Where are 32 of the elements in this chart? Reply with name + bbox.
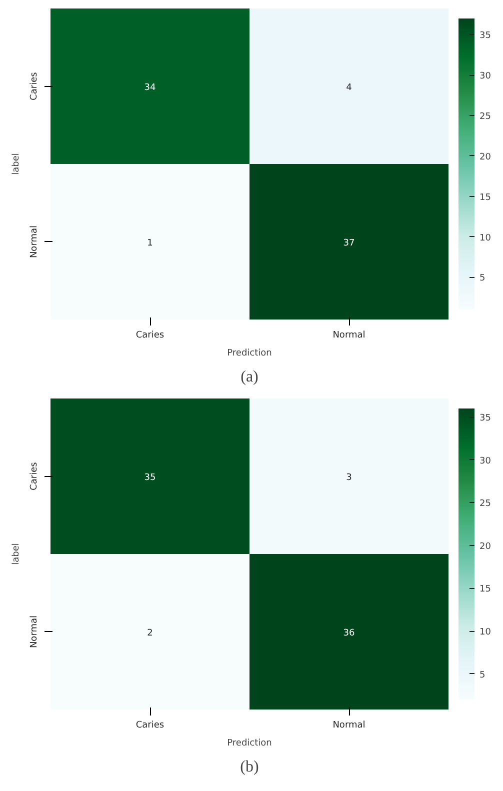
x-axis-title: Prediction [227,738,272,748]
y-tick-label: Caries [30,72,40,100]
color-bar-label: 25 [480,499,491,510]
color-bar-label: 25 [480,112,491,122]
color-bar-label: 5 [480,274,486,284]
x-axis-title: Prediction [227,348,272,358]
y-tick-label: Normal [30,615,40,648]
color-bar-label: 20 [480,152,492,162]
color-bar-label: 15 [480,584,491,595]
color-bar-label: 5 [480,670,486,680]
data-label: 35 [144,472,156,483]
text: (b) [240,758,259,776]
data-label: 2 [147,628,153,638]
y-axis-title: label [12,153,22,175]
color-bar-label: 30 [480,72,492,82]
y-tick-label: Caries [30,462,40,490]
color-bar-label: 35 [480,414,491,424]
data-label: 36 [343,628,355,638]
color-bar-label: 20 [480,542,492,552]
data-label: 3 [346,472,352,483]
color-bar-label: 10 [480,628,492,638]
data-label: 1 [147,238,153,248]
data-label: 4 [346,82,352,93]
color-bar-label: 15 [480,192,491,203]
y-tick-label: Normal [30,225,40,258]
y-axis-title: label [12,543,22,565]
color-bar-label: 10 [480,233,492,244]
data-label: 34 [144,82,156,93]
color-bar-label: 35 [480,31,491,42]
data-label: 37 [343,238,355,248]
color-bar-label: 30 [480,456,492,466]
text: (a) [240,368,258,386]
